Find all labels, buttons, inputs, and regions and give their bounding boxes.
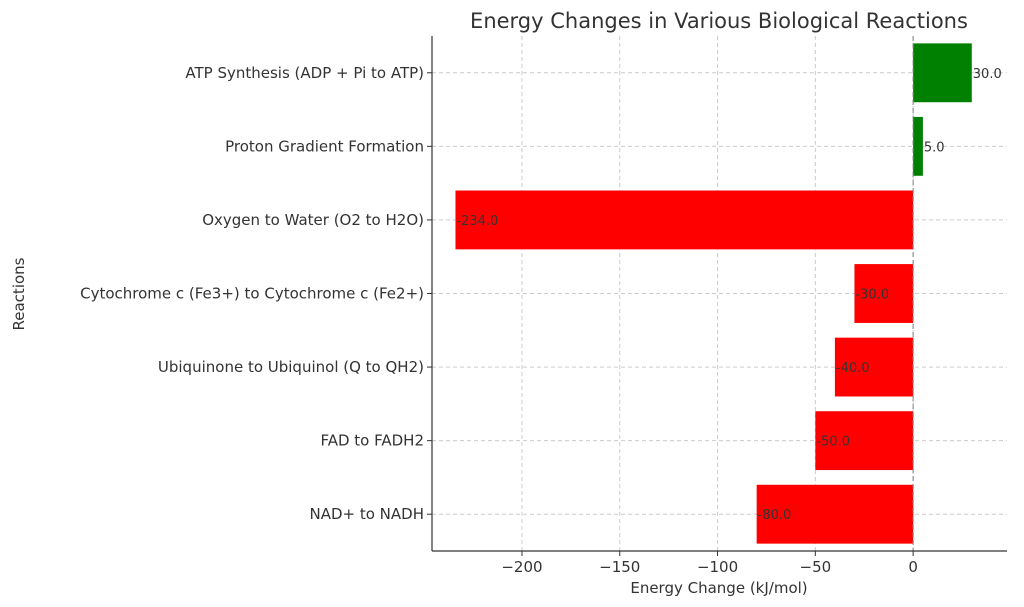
bar-value-labels: -80.0 -50.0 -40.0 -30.0 -234.0 5.0 30.0 — [456, 67, 1001, 523]
category-label: FAD to FADH2 — [320, 432, 424, 450]
bar-value-label: 30.0 — [973, 67, 1002, 82]
bar — [455, 190, 914, 250]
bar-value-label: 5.0 — [924, 140, 945, 155]
category-labels: NAD+ to NADH FAD to FADH2 Ubiquinone to Ub… — [80, 64, 424, 523]
x-axis-label: Energy Change (kJ/mol) — [630, 579, 807, 597]
y-axis-label: Reactions — [10, 257, 28, 330]
bar — [834, 337, 914, 397]
chart-title: Energy Changes in Various Biological Rea… — [470, 9, 968, 33]
bar — [854, 264, 914, 323]
bar — [913, 116, 923, 176]
bar — [815, 411, 914, 471]
x-tick-label: −50 — [800, 558, 832, 576]
axis-ticks: −200 −150 −100 −50 0 — [427, 72, 918, 576]
bar-value-label: -50.0 — [816, 435, 850, 450]
x-tick-label: −100 — [697, 558, 738, 576]
category-label: Proton Gradient Formation — [225, 137, 424, 155]
category-label: ATP Synthesis (ADP + Pi to ATP) — [185, 64, 424, 82]
x-tick-label: −150 — [599, 558, 640, 576]
category-label: Oxygen to Water (O2 to H2O) — [202, 211, 424, 229]
category-label: Cytochrome c (Fe3+) to Cytochrome c (Fe2… — [80, 285, 424, 303]
x-tick-label: −200 — [501, 558, 542, 576]
bar — [756, 484, 914, 544]
bar-value-label: -80.0 — [758, 508, 792, 523]
bars — [455, 43, 972, 544]
bar — [913, 43, 972, 103]
bar-value-label: -40.0 — [836, 361, 870, 376]
category-label: NAD+ to NADH — [309, 505, 424, 523]
category-label: Ubiquinone to Ubiquinol (Q to QH2) — [158, 358, 424, 376]
bar-value-label: -234.0 — [456, 214, 498, 229]
grid-lines — [432, 36, 1007, 551]
x-tick-label: 0 — [908, 558, 918, 576]
bar-value-label: -30.0 — [855, 288, 889, 303]
